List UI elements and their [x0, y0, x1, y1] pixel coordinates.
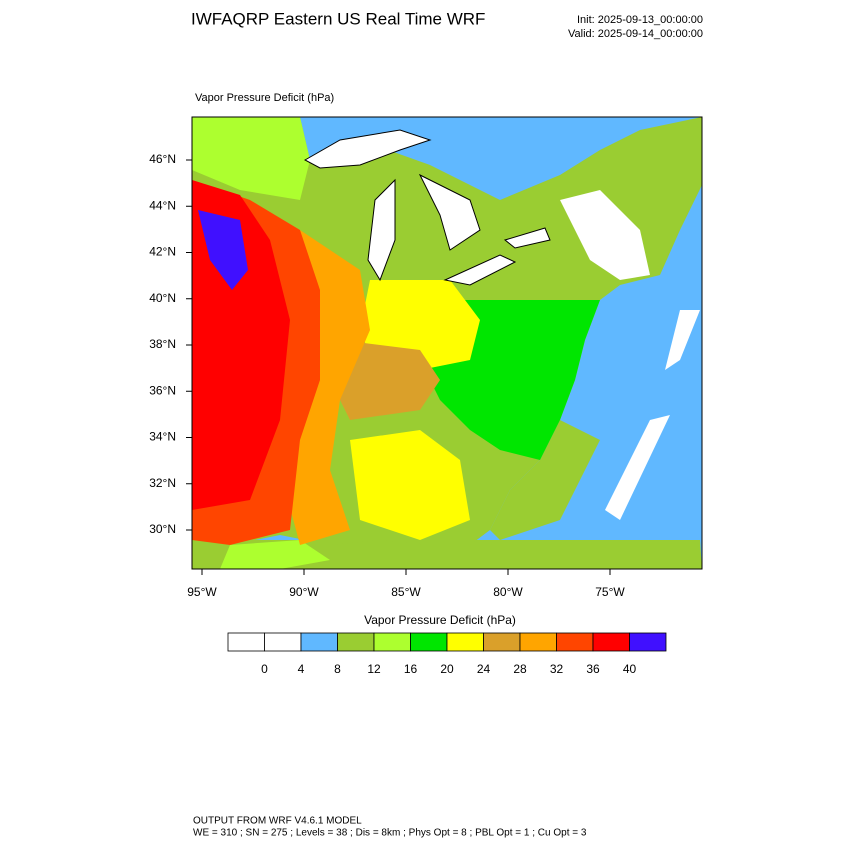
colorbar-box	[629, 632, 667, 652]
lat-label: 36°N	[149, 383, 176, 397]
lat-label: 40°N	[149, 291, 176, 305]
lon-label: 90°W	[289, 585, 319, 599]
colorbar-label: 12	[367, 662, 381, 676]
colorbar-box	[300, 632, 338, 652]
lat-label: 46°N	[149, 152, 176, 166]
colorbar-box	[592, 632, 630, 652]
atlantic-shelf	[490, 420, 600, 540]
colorbar-title: Vapor Pressure Deficit (hPa)	[364, 613, 516, 627]
brown-kentucky	[330, 340, 440, 420]
lake-erie	[443, 254, 517, 286]
colorbar-label: 4	[298, 662, 305, 676]
offshore-white-1	[665, 310, 700, 370]
map-field	[192, 117, 702, 569]
colorbar-label: 24	[477, 662, 491, 676]
init-time: Init: 2025-09-13_00:00:00	[577, 14, 703, 26]
lat-label: 30°N	[149, 522, 176, 536]
lake-michigan	[367, 178, 396, 282]
lat-label: 34°N	[149, 430, 176, 444]
colorbar-label: 0	[261, 662, 268, 676]
lake-ontario	[503, 227, 551, 249]
colorbar-label: 20	[440, 662, 454, 676]
axis-labels: 46°N 44°N 42°N 40°N 38°N 36°N 34°N 32°N 30°N 95°W…	[149, 152, 625, 599]
colorbar-label: 40	[623, 662, 637, 676]
colorbar-label: 16	[404, 662, 418, 676]
colorbar-box	[337, 632, 375, 652]
footer-line: OUTPUT FROM WRF V4.6.1 MODEL	[193, 816, 362, 827]
lon-label: 80°W	[493, 585, 523, 599]
colorbar-box	[519, 632, 557, 652]
colorbar-box	[410, 632, 448, 652]
colorbar-label: 28	[513, 662, 527, 676]
map-frame	[191, 116, 703, 570]
yellow-south	[350, 430, 470, 540]
colorbar-box	[227, 632, 265, 652]
offshore-white-2	[605, 415, 670, 520]
violet-patch	[198, 210, 248, 290]
footer-line: WE = 310 ; SN = 275 ; Levels = 38 ; Dis …	[193, 828, 587, 839]
lat-label: 42°N	[149, 245, 176, 259]
colorbar-box	[264, 632, 302, 652]
lat-label: 44°N	[149, 198, 176, 212]
lake-superior	[303, 129, 432, 169]
lake-huron	[418, 173, 481, 251]
valid-time: Valid: 2025-09-14_00:00:00	[568, 28, 703, 40]
lon-label: 95°W	[187, 585, 217, 599]
lon-label: 85°W	[391, 585, 421, 599]
colorbar-label: 32	[550, 662, 564, 676]
lat-label: 32°N	[149, 476, 176, 490]
colorbar-box	[556, 632, 594, 652]
colorbar-box	[373, 632, 411, 652]
dry-northeast	[560, 190, 650, 280]
gulf-green	[220, 540, 330, 569]
colorbar: 0 4 8 12 16 20 24 28 32 36 40	[227, 632, 667, 676]
lon-label: 75°W	[595, 585, 625, 599]
colorbar-box	[446, 632, 484, 652]
colorbar-label: 36	[586, 662, 600, 676]
title: IWFAQRP Eastern US Real Time WRF	[191, 9, 485, 28]
colorbar-label: 8	[334, 662, 341, 676]
colorbar-box	[483, 632, 521, 652]
green-north	[192, 117, 310, 200]
lat-label: 38°N	[149, 337, 176, 351]
field-label: Vapor Pressure Deficit (hPa)	[195, 92, 334, 104]
